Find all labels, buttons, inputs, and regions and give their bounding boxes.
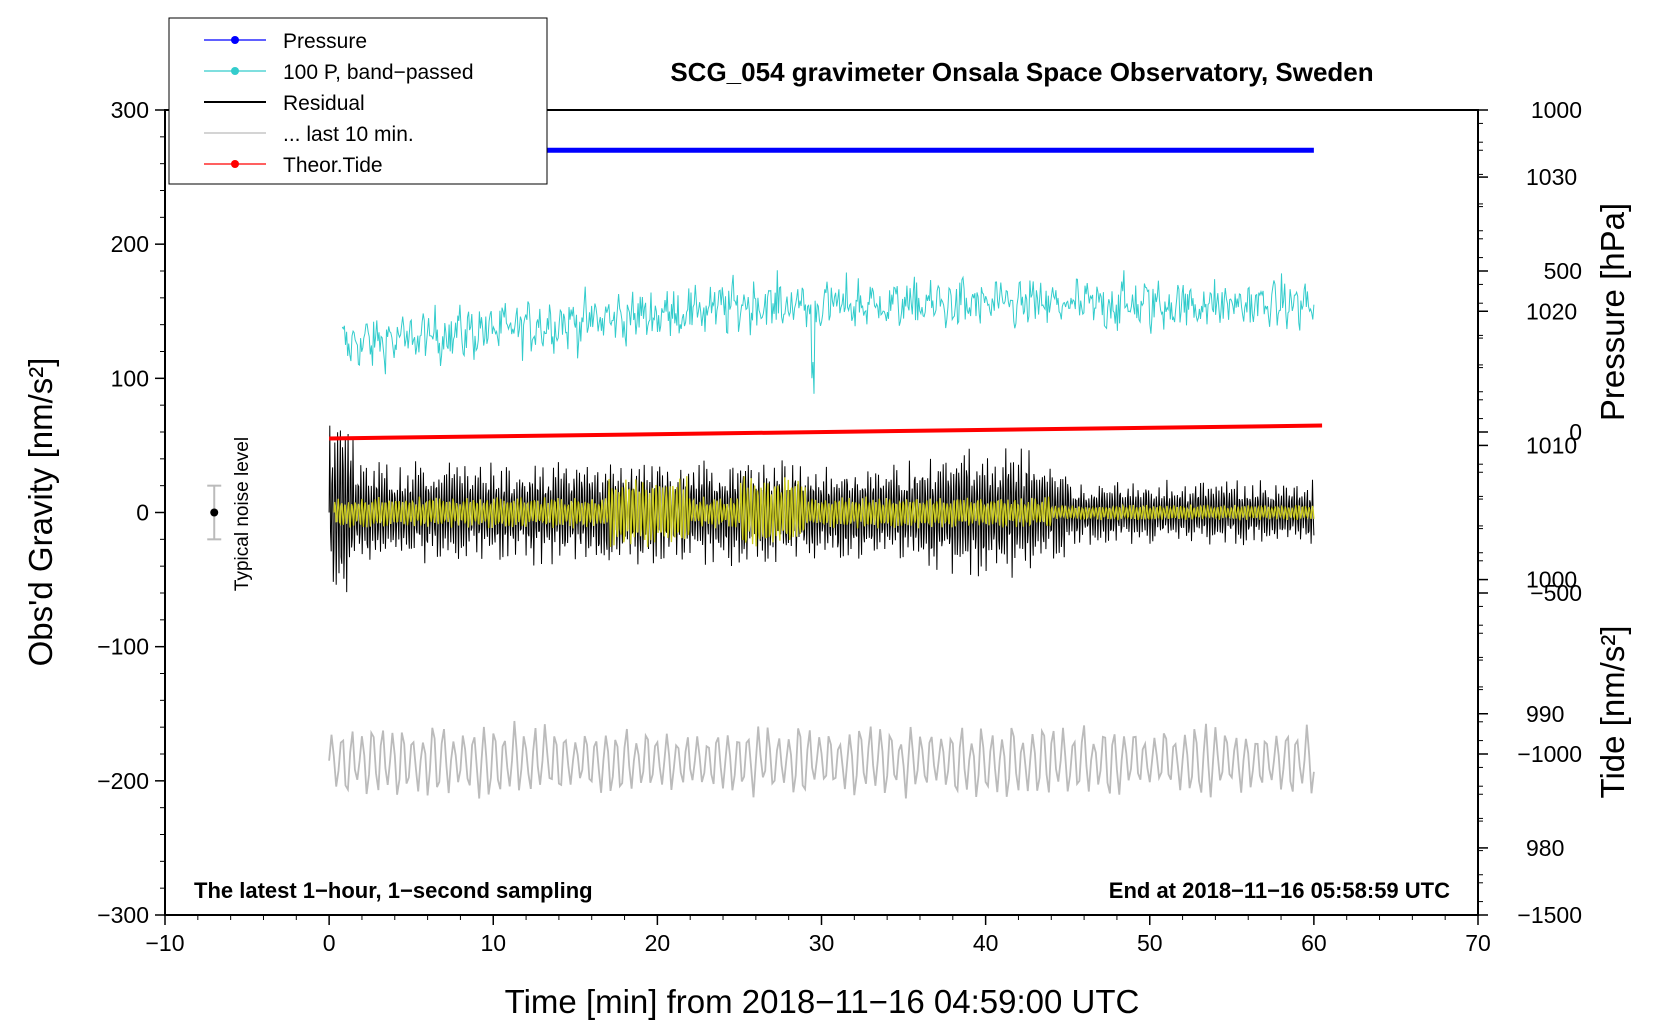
pressure-tick-label: 990 xyxy=(1526,701,1564,727)
tide-tick-label: −1000 xyxy=(1517,741,1582,767)
legend-label: Residual xyxy=(283,92,365,115)
annotation-left: The latest 1−hour, 1−second sampling xyxy=(194,878,593,903)
noise-level-label: Typical noise level xyxy=(232,437,253,591)
series-line-residual-filtered xyxy=(333,476,1315,548)
x-tick-label: 70 xyxy=(1465,930,1491,956)
x-tick-label: 40 xyxy=(973,930,999,956)
x-axis-label: Time [min] from 2018−11−16 04:59:00 UTC xyxy=(505,983,1140,1020)
legend-swatch-marker xyxy=(231,36,239,44)
y-axis-label-left: Obs'd Gravity [nm/s²] xyxy=(22,358,59,667)
legend-label: Pressure xyxy=(283,30,367,53)
pressure-tick-label: 980 xyxy=(1526,835,1564,861)
x-tick-label: 50 xyxy=(1137,930,1163,956)
legend: Pressure 100 P, band−passed Residual ... la… xyxy=(168,17,548,185)
x-tick-label: 0 xyxy=(323,930,336,956)
y-tick-label: 0 xyxy=(136,500,149,526)
x-tick-label: 20 xyxy=(645,930,671,956)
tide-tick-label: 1000 xyxy=(1531,97,1582,123)
chart-title: SCG_054 gravimeter Onsala Space Observat… xyxy=(670,57,1373,87)
legend-swatch-marker xyxy=(231,160,239,168)
y-tick-label: 200 xyxy=(111,231,149,257)
y-tick-label: 100 xyxy=(111,365,149,391)
y-tick-label: −100 xyxy=(97,634,149,660)
tide-tick-label: 0 xyxy=(1569,419,1582,445)
tide-tick-label: −1500 xyxy=(1517,902,1582,928)
tide-tick-label: 500 xyxy=(1544,258,1582,284)
pressure-tick-label: 1020 xyxy=(1526,298,1577,324)
x-tick-label: 10 xyxy=(480,930,506,956)
y-axis-label-tide: Tide [nm/s²] xyxy=(1594,626,1631,799)
pressure-tick-label: 1000 xyxy=(1526,567,1577,593)
x-tick-label: −10 xyxy=(145,930,184,956)
series-line-residual xyxy=(328,425,1315,593)
annotation-right: End at 2018−11−16 05:58:59 UTC xyxy=(1109,878,1450,903)
noise-level-indicator xyxy=(207,484,222,541)
series-line-theoretical-tide xyxy=(329,423,1323,441)
pressure-tick-label: 1010 xyxy=(1526,432,1577,458)
legend-swatch-marker xyxy=(231,67,239,75)
y-axis-label-pressure: Pressure [hPa] xyxy=(1594,203,1631,421)
noise-center-dot xyxy=(210,508,219,517)
ticks-layer: −10 0 10 20 30 40 50 60 70−300−200−1000100200300… xyxy=(97,97,1582,956)
legend-label: Theor.Tide xyxy=(283,154,383,177)
pressure-tick-label: 1030 xyxy=(1526,164,1577,190)
y-tick-label: −300 xyxy=(97,902,149,928)
x-tick-label: 60 xyxy=(1301,930,1327,956)
legend-label: ... last 10 min. xyxy=(283,123,414,146)
series-line-bandpassed-pressure xyxy=(341,270,1315,394)
x-tick-label: 30 xyxy=(809,930,835,956)
series-layer xyxy=(328,147,1323,799)
series-line-last-10-min xyxy=(328,720,1315,799)
tide-tick-label: −500 xyxy=(1530,580,1582,606)
y-tick-label: 300 xyxy=(111,97,149,123)
y-tick-label: −200 xyxy=(97,768,149,794)
legend-label: 100 P, band−passed xyxy=(283,61,474,84)
